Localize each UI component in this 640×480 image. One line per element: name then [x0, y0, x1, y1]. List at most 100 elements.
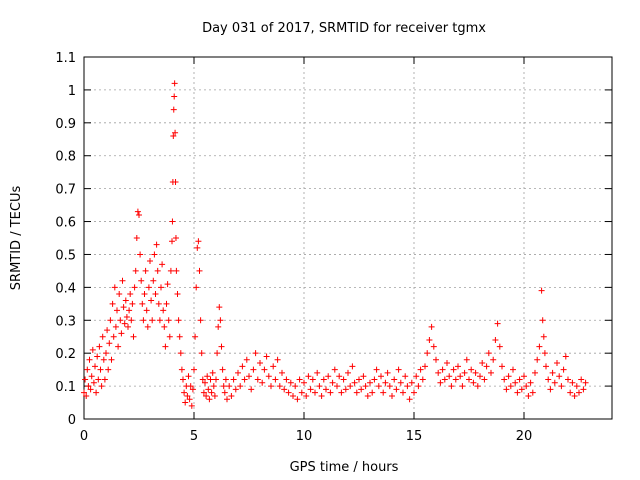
data-point: [538, 287, 545, 294]
data-point: [371, 376, 378, 383]
data-point: [121, 320, 128, 327]
data-point: [539, 317, 546, 324]
data-point: [92, 363, 98, 370]
data-point: [327, 389, 334, 396]
data-point: [172, 235, 179, 241]
data-point: [136, 211, 142, 218]
data-point: [167, 267, 174, 274]
data-point: [158, 284, 164, 291]
data-point: [294, 396, 301, 403]
data-point: [150, 277, 157, 284]
data-point: [187, 383, 194, 390]
data-point: [582, 379, 589, 386]
data-point: [439, 366, 446, 373]
data-point: [360, 373, 367, 380]
data-point: [441, 376, 448, 383]
data-point: [331, 366, 338, 373]
data-point: [237, 383, 244, 390]
data-point: [279, 369, 285, 376]
data-point: [305, 373, 312, 380]
data-point: [532, 369, 538, 376]
x-axis-label: GPS time / hours: [290, 460, 399, 475]
data-point: [411, 389, 417, 396]
data-point: [143, 307, 150, 314]
data-point: [268, 383, 274, 390]
data-point: [386, 383, 393, 390]
data-point: [402, 373, 409, 380]
data-point: [457, 373, 464, 380]
data-point: [494, 320, 501, 327]
data-point: [543, 363, 549, 370]
data-point: [141, 290, 148, 297]
data-point: [318, 392, 325, 399]
data-point: [219, 366, 226, 373]
data-point: [512, 379, 519, 386]
data-point: [276, 383, 283, 390]
data-point: [220, 383, 227, 390]
data-point: [118, 330, 125, 337]
data-point: [501, 376, 508, 383]
data-point: [99, 333, 106, 340]
data-point: [145, 284, 152, 291]
y-tick-label: 0.4: [55, 281, 76, 296]
data-point: [545, 376, 552, 383]
data-point: [450, 366, 457, 373]
data-point: [367, 379, 373, 386]
data-point: [196, 267, 203, 274]
data-point: [257, 360, 263, 367]
data-point: [316, 383, 323, 390]
data-point: [88, 373, 95, 380]
data-point: [142, 267, 149, 274]
data-point: [472, 369, 479, 376]
data-point: [192, 333, 199, 340]
x-tick-label: 20: [516, 429, 533, 444]
data-point: [307, 386, 314, 393]
data-point: [82, 376, 89, 383]
data-point: [298, 389, 305, 396]
data-point: [404, 383, 411, 390]
data-point: [153, 241, 160, 248]
data-point: [213, 376, 219, 383]
data-point: [128, 317, 135, 324]
data-point: [437, 379, 444, 386]
data-point: [101, 376, 108, 383]
grid-lines: [84, 57, 612, 419]
data-point: [470, 379, 477, 386]
data-point: [177, 350, 184, 357]
data-point: [340, 376, 347, 383]
data-point: [459, 383, 466, 390]
data-point: [541, 350, 548, 357]
data-point: [85, 383, 92, 390]
data-point: [188, 402, 195, 409]
data-point: [156, 317, 163, 324]
data-point: [426, 337, 433, 344]
data-point: [323, 386, 329, 393]
data-point: [246, 373, 252, 380]
data-point: [314, 369, 321, 376]
data-point: [419, 376, 426, 383]
data-point: [466, 376, 472, 383]
data-point: [202, 379, 208, 386]
data-point: [98, 383, 105, 390]
data-point: [534, 356, 541, 363]
data-point: [170, 132, 177, 139]
data-point: [380, 389, 387, 396]
data-point: [492, 337, 499, 344]
y-tick-label: 0.5: [55, 248, 76, 263]
data-point: [149, 317, 156, 324]
data-point: [507, 383, 514, 390]
data-point: [369, 389, 376, 396]
data-point: [110, 333, 117, 340]
data-point: [292, 383, 299, 390]
data-point: [523, 383, 530, 390]
data-point: [180, 376, 186, 383]
data-point: [129, 300, 136, 307]
data-point: [342, 386, 349, 393]
data-point: [133, 235, 140, 241]
data-point: [176, 333, 183, 340]
data-point: [560, 366, 567, 373]
data-point: [558, 383, 565, 390]
data-point: [181, 389, 188, 396]
data-point: [417, 366, 424, 373]
data-point: [312, 389, 318, 396]
